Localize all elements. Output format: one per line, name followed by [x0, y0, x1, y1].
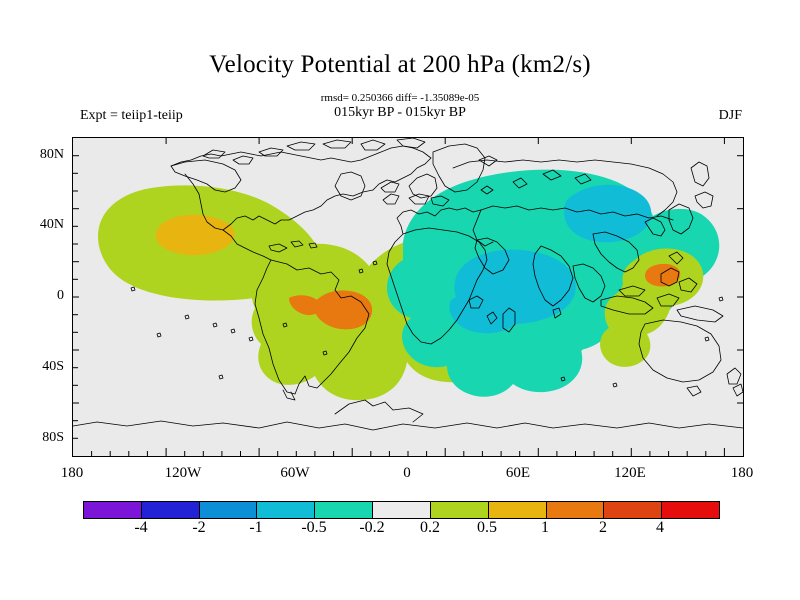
colorbar-swatch-10 [662, 502, 719, 518]
colorbar-tick-neg4: -4 [134, 519, 148, 536]
map-plot-area [72, 137, 744, 457]
colorbar-swatch-2 [199, 502, 258, 518]
colorbar-tick-neg1: -1 [249, 519, 263, 536]
contour-band-west-pacific-core [645, 263, 681, 287]
case-comparison-label: 015kyr BP - 015kyr BP [334, 105, 466, 120]
colorbar-swatch-3 [257, 502, 316, 518]
contour-fill-layer [98, 169, 720, 401]
page-title: Velocity Potential at 200 hPa (km2/s) [209, 51, 591, 78]
colorbar-tick-neg2: -2 [192, 519, 206, 536]
xtick-label-180e: 180 [730, 465, 754, 481]
colorbar-swatch-4 [315, 502, 374, 518]
experiment-label: Expt = teiip1-teiip [80, 108, 183, 123]
xtick-label-180w: 180 [60, 465, 84, 481]
xtick-label-0: 0 [403, 465, 411, 481]
contour-band-brazil-core-tail [289, 295, 321, 316]
colorbar-tick-pos02: 0.2 [420, 519, 440, 536]
colorbar-swatch-7 [488, 502, 547, 518]
colorbar-tick-pos2: 2 [599, 519, 607, 536]
axis-tick-layer [73, 138, 743, 456]
map-canvas [73, 138, 743, 456]
ytick-label-40n: 40N [39, 217, 64, 232]
xtick-label-120e: 120E [614, 465, 646, 481]
xtick-label-120w: 120W [164, 465, 202, 481]
colorbar-swatch-5 [373, 502, 431, 518]
xtick-label-60e: 60E [505, 465, 531, 481]
colorbar-tick-neg02: -0.2 [359, 519, 385, 536]
ytick-label-40s: 40S [42, 359, 64, 374]
ytick-label-80s: 80S [42, 430, 64, 445]
rmsd-diff-stats: rmsd= 0.250366 diff= -1.35089e-05 [320, 92, 480, 104]
colorbar-tick-pos4: 4 [656, 519, 664, 536]
contour-band-east-asia-core [564, 184, 652, 243]
colorbar [83, 501, 720, 519]
colorbar-tick-pos05: 0.5 [477, 519, 497, 536]
colorbar-tick-pos1: 1 [541, 519, 549, 536]
ytick-label-80n: 80N [39, 147, 64, 162]
colorbar-swatch-8 [546, 502, 605, 518]
colorbar-swatch-1 [141, 502, 200, 518]
colorbar-swatch-0 [84, 502, 142, 518]
ytick-label-0: 0 [57, 288, 64, 303]
xtick-label-60w: 60W [280, 465, 310, 481]
colorbar-swatch-9 [604, 502, 663, 518]
colorbar-swatch-6 [430, 502, 489, 518]
colorbar-tick-neg05: -0.5 [301, 519, 327, 536]
season-label: DJF [718, 108, 742, 123]
contour-band-north-pacific-core [155, 214, 235, 256]
coastline-layer [73, 138, 743, 431]
